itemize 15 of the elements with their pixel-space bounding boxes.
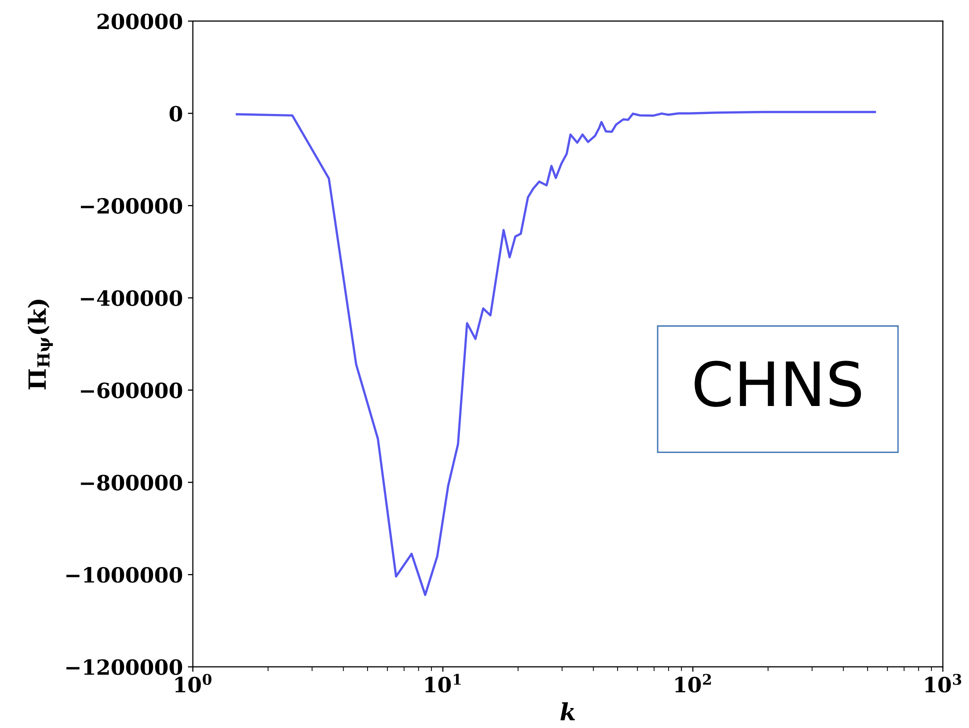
x-tick-label: 10$^{0}$ (175, 674, 212, 693)
x-tick-label: 10$^{2}$ (675, 674, 711, 693)
y-tick-label: −200000 (80, 198, 182, 214)
x-tick-label: 10$^{1}$ (425, 674, 461, 693)
y-tick-label: 0 (170, 106, 182, 122)
y-tick-label: −800000 (80, 474, 182, 491)
y-tick-label: 200000 (98, 14, 182, 30)
y-tick-label: −400000 (80, 290, 182, 306)
y-tick-label: −600000 (80, 382, 182, 398)
x-tick-label: 10$^{3}$ (925, 674, 962, 693)
annotation: CHNS (694, 360, 861, 407)
y-tick-label: −1000000 (66, 567, 182, 583)
y-axis-title: Π$_{Hψ}$(k) (28, 300, 53, 390)
y-tick-label: −1200000 (66, 659, 182, 676)
x-axis-title: k (560, 702, 575, 720)
